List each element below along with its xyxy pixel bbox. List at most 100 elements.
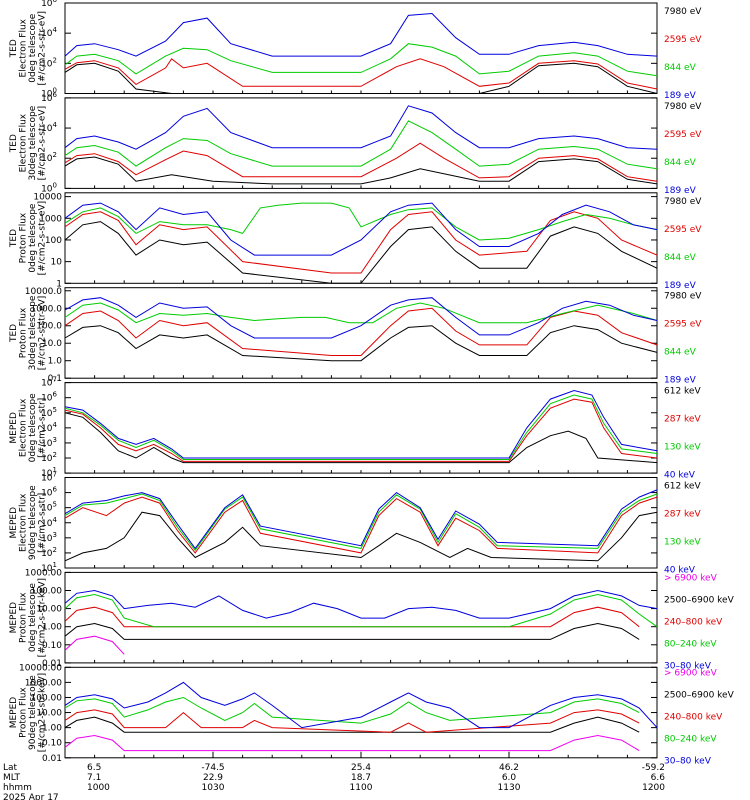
y-tick-label: 106 — [41, 391, 57, 404]
series-line — [64, 681, 658, 729]
series-line — [64, 493, 658, 552]
series-line — [64, 716, 640, 733]
y-axis-label-line: TED — [9, 134, 19, 153]
y-axis-label-line: Electron Flux — [19, 18, 29, 77]
y-tick-label: 104 — [41, 421, 57, 434]
legend-entry: 2595 eV — [664, 320, 702, 330]
legend-entry: 7980 eV — [664, 7, 702, 17]
series-line — [64, 211, 658, 274]
y-axis-label-line: [#/cm2-s-str] — [38, 493, 48, 553]
y-axis-label-line: Electron Flux — [19, 113, 29, 172]
legend-entry: 130 keV — [664, 538, 701, 548]
series-line — [64, 105, 658, 150]
y-tick-label: 100.00 — [31, 693, 63, 703]
x-tick-lat: 25.4 — [351, 763, 371, 773]
legend-entry: 80–240 keV — [664, 639, 717, 649]
legend-entry: 30–80 keV — [664, 661, 712, 671]
y-axis-label-line: TED — [9, 229, 19, 248]
y-tick-label: 103 — [41, 436, 57, 449]
series-line — [64, 297, 658, 339]
y-axis-label-line: 30deg telescope — [28, 295, 38, 370]
legend-entry: 2500–6900 keV — [664, 595, 735, 605]
panel-frame — [64, 97, 658, 189]
series-line — [64, 389, 658, 459]
y-tick-label: 101 — [41, 561, 57, 574]
panel-frame — [64, 192, 658, 284]
y-axis-label-line: 90deg telescope — [28, 485, 38, 560]
y-axis-label-line: Proton Flux — [19, 687, 29, 738]
legend-entry: 7980 eV — [664, 102, 702, 112]
y-tick-label: 101 — [41, 466, 57, 479]
y-tick-label: 10000.0 — [25, 287, 62, 297]
y-tick-label: 100.0 — [36, 322, 62, 332]
y-axis-label-line: TED — [9, 324, 19, 343]
legend-entry: 844 eV — [664, 348, 697, 358]
y-tick-label: 107 — [41, 376, 57, 389]
legend-entry: 287 keV — [664, 415, 701, 425]
y-tick-label: 10.0 — [42, 339, 62, 349]
y-tick-label: 10000.00 — [19, 663, 62, 673]
series-line — [64, 202, 658, 241]
y-axis-label-line: [#/cm2-s-str-eV] — [38, 201, 48, 276]
series-line — [64, 412, 658, 464]
legend-entry: 189 eV — [664, 186, 697, 196]
y-tick-label: 1000.00 — [25, 568, 62, 578]
legend-entry: 2595 eV — [664, 225, 702, 235]
y-tick-label: 104 — [41, 26, 57, 39]
series-line — [64, 142, 658, 182]
legend-entry: 189 eV — [664, 91, 697, 101]
legend-entry: 612 keV — [664, 387, 701, 397]
x-tick-lat: 6.5 — [87, 763, 101, 773]
series-line — [64, 62, 658, 94]
legend-entry: 40 keV — [664, 566, 696, 576]
x-tick-mlt: 18.7 — [351, 773, 371, 783]
series-line — [64, 489, 658, 550]
y-axis-label-line: 90deg telescope — [28, 675, 38, 750]
series-line — [64, 511, 658, 562]
x-row-label: Lat — [3, 763, 18, 773]
x-tick-hhmm: 1000 — [87, 783, 110, 793]
legend-entry: 240–800 keV — [664, 617, 723, 627]
y-axis-label-line: MEPED — [9, 507, 19, 539]
x-tick-lat: -59.2 — [642, 763, 665, 773]
series-line — [64, 394, 658, 460]
series-line — [64, 496, 658, 554]
y-axis-label-line: MEPED — [9, 412, 19, 444]
series-line — [64, 156, 658, 185]
series-line — [64, 43, 658, 77]
legend-entry: 2500–6900 keV — [664, 690, 735, 700]
legend-entry: 2595 eV — [664, 35, 702, 45]
y-tick-label: 102 — [41, 451, 57, 464]
y-axis-label-line: 0deg telescope — [28, 393, 38, 463]
x-tick-lat: -74.5 — [201, 763, 224, 773]
y-axis-label-line: 0deg telescope — [28, 13, 38, 83]
series-line — [64, 398, 658, 462]
series-line — [64, 202, 658, 256]
y-tick-label: 100 — [41, 181, 57, 194]
legend-entry: 844 eV — [664, 253, 697, 263]
y-tick-label: 100 — [41, 87, 57, 100]
y-tick-label: 10.00 — [36, 605, 62, 615]
y-tick-label: 106 — [41, 486, 57, 499]
y-tick-label: 102 — [41, 56, 57, 69]
x-tick-mlt: 6.0 — [502, 773, 517, 783]
y-axis-label-line: [#/cm2-s-str-keV] — [38, 578, 48, 657]
legend-entry: 130 keV — [664, 443, 701, 453]
panel-frame — [64, 2, 658, 94]
panel-frame — [64, 287, 658, 379]
x-row-label: MLT — [3, 773, 21, 783]
y-axis-label-line: [#/cm2-s-str] — [38, 398, 48, 458]
y-tick-label: 1000.0 — [31, 304, 63, 314]
legend-entry: 80–240 keV — [664, 734, 717, 744]
legend-entry: > 6900 keV — [664, 573, 718, 583]
panel-frame — [64, 666, 658, 759]
legend-entry: 7980 eV — [664, 197, 702, 207]
y-tick-label: 100.00 — [31, 587, 63, 597]
y-axis-label-line: [#/cm2-s-str-eV] — [38, 11, 48, 86]
y-axis-label-line: [#/cm2-s-str-eV] — [38, 106, 48, 181]
y-tick-label: 102 — [41, 546, 57, 559]
y-tick-label: 1000.00 — [25, 678, 62, 688]
y-tick-label: 104 — [41, 121, 57, 134]
y-tick-label: 1.00 — [42, 623, 62, 633]
y-axis-label-line: 0deg telescope — [28, 203, 38, 273]
